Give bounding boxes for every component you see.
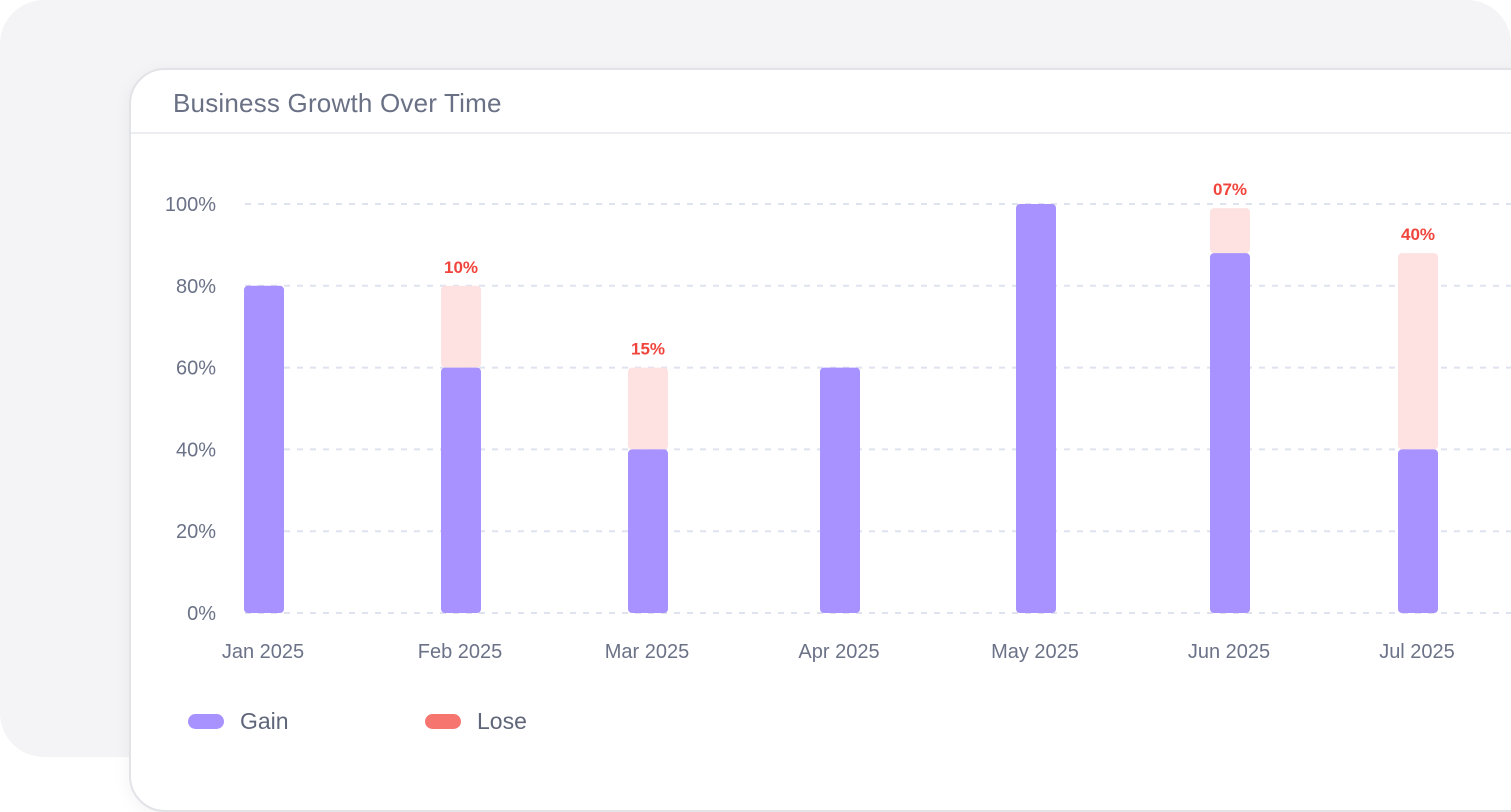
data-label: 07% [1213, 180, 1247, 199]
y-tick-label: 100% [165, 194, 216, 216]
card-header: Business Growth Over Time [131, 70, 1511, 134]
bar-lose[interactable] [1210, 208, 1250, 254]
x-tick-label: Jul 2025 [1379, 641, 1455, 663]
legend-label-gain: Gain [240, 708, 289, 734]
bar-gain[interactable] [244, 285, 284, 613]
bar-gain[interactable] [820, 367, 860, 613]
y-tick-label: 80% [176, 276, 216, 298]
y-tick-label: 20% [176, 521, 216, 543]
bar-gain[interactable] [628, 449, 668, 613]
legend-label-lose: Lose [477, 708, 527, 734]
y-tick-label: 60% [176, 358, 216, 380]
data-label: 10% [444, 258, 478, 277]
y-tick-label: 0% [187, 603, 216, 625]
bar-gain[interactable] [1016, 204, 1056, 613]
bar-lose[interactable] [1398, 253, 1438, 450]
x-tick-label: May 2025 [991, 641, 1079, 663]
y-tick-label: 40% [176, 439, 216, 461]
legend-swatch-lose [425, 714, 461, 729]
x-tick-label: Jun 2025 [1188, 641, 1270, 663]
bar-lose[interactable] [628, 367, 668, 450]
bar-gain[interactable] [1398, 449, 1438, 613]
data-label: 15% [631, 340, 665, 359]
legend-swatch-gain [188, 714, 224, 729]
bar-gain[interactable] [1210, 253, 1250, 613]
chart-title: Business Growth Over Time [173, 88, 502, 118]
x-tick-label: Feb 2025 [418, 641, 503, 663]
x-tick-label: Apr 2025 [798, 641, 879, 663]
bar-chart: 0% 20% 40% 60% 80% 100% Jan 2025 10% Feb 2025 15%… [165, 180, 1511, 663]
x-tick-label: Jan 2025 [222, 641, 304, 663]
x-tick-label: Mar 2025 [605, 641, 690, 663]
bar-gain[interactable] [441, 367, 481, 613]
bar-lose[interactable] [441, 285, 481, 368]
data-label: 40% [1401, 225, 1435, 244]
